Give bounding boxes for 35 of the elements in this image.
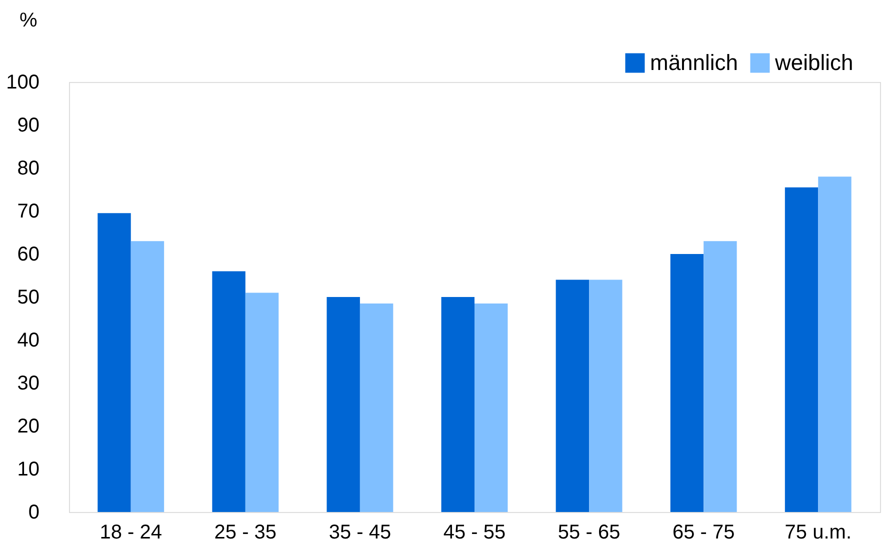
- y-tick-label: 10: [17, 458, 40, 480]
- bar: [245, 292, 279, 512]
- bar: [818, 176, 852, 512]
- y-axis-title: %: [20, 10, 38, 32]
- bar: [704, 241, 737, 512]
- legend-label: männlich: [650, 50, 738, 75]
- y-tick-label: 50: [17, 286, 40, 308]
- y-tick-label: 80: [17, 158, 40, 180]
- y-tick-label: 20: [17, 416, 40, 438]
- bar: [360, 303, 394, 512]
- bar: [474, 303, 508, 512]
- x-tick-label: 25 - 35: [214, 522, 277, 544]
- bar: [130, 241, 164, 512]
- y-tick-label: 90: [17, 114, 40, 136]
- x-tick-label: 75 u.m.: [784, 522, 852, 544]
- y-tick-label: 30: [17, 372, 40, 394]
- x-tick-label: 65 - 75: [672, 522, 735, 544]
- bar: [556, 280, 590, 512]
- x-tick-label: 18 - 24: [100, 522, 162, 544]
- x-tick-label: 35 - 45: [328, 522, 392, 544]
- y-tick-label: 0: [28, 502, 40, 524]
- x-tick-label: 45 - 55: [443, 522, 506, 544]
- y-tick-label: 70: [17, 200, 40, 222]
- bar: [441, 297, 474, 512]
- y-tick-label: 40: [17, 330, 40, 352]
- bar: [670, 254, 704, 512]
- bar: [98, 213, 131, 512]
- y-tick-label: 60: [17, 244, 40, 266]
- bar: [784, 187, 818, 512]
- y-tick-label: 100: [6, 72, 40, 94]
- legend-label: weiblich: [774, 50, 854, 75]
- x-tick-label: 55 - 65: [558, 522, 620, 544]
- bar: [212, 271, 246, 512]
- bar: [326, 297, 360, 512]
- bar: [589, 280, 622, 512]
